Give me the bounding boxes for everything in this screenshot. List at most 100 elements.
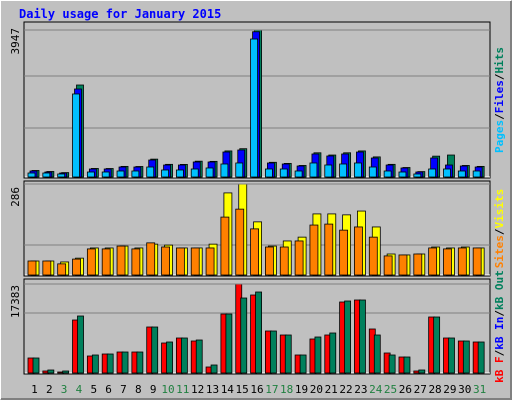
x-tick-label: 7 <box>120 383 127 396</box>
bar <box>225 313 233 374</box>
bar <box>101 171 110 178</box>
bar <box>388 354 396 374</box>
bar <box>205 247 215 276</box>
x-tick-label: 27 <box>414 383 427 396</box>
legend-entry: Hits <box>493 47 506 74</box>
bar <box>457 170 466 178</box>
bar <box>175 169 184 178</box>
legend-entry: Sites <box>493 235 506 268</box>
bar <box>116 170 125 178</box>
legend-entry: Pages <box>493 120 506 153</box>
bar <box>42 260 52 276</box>
legend-separator: / <box>493 310 506 317</box>
bar <box>359 299 366 374</box>
bar <box>403 356 411 374</box>
bar <box>131 170 140 178</box>
bar <box>418 369 426 374</box>
bar <box>299 354 307 374</box>
legend-separator: / <box>493 228 506 235</box>
legend-entry: Visits <box>493 189 506 229</box>
x-tick-label: 17 <box>265 383 278 396</box>
legend-separator: / <box>493 113 506 120</box>
legend-entry: kB Out <box>493 270 506 310</box>
bar <box>368 166 377 178</box>
legend-separator: / <box>493 73 506 80</box>
bar <box>462 340 470 374</box>
bar <box>42 172 51 178</box>
bar <box>175 247 185 276</box>
bar <box>86 248 96 276</box>
bar <box>27 172 36 178</box>
bar <box>413 253 423 276</box>
bar <box>47 369 55 374</box>
legend-separator: / <box>493 349 506 356</box>
bar <box>472 170 481 178</box>
chart-title: Daily usage for January 2015 <box>19 7 221 21</box>
bar <box>86 171 95 178</box>
x-tick-label: 29 <box>443 383 456 396</box>
bar <box>77 315 84 374</box>
bar <box>136 351 144 374</box>
bar <box>32 357 40 374</box>
bar <box>270 330 277 374</box>
x-tick-label: 13 <box>206 383 219 396</box>
bar <box>240 297 248 374</box>
x-tick-label: 11 <box>176 383 189 396</box>
bar <box>344 300 352 374</box>
bar <box>294 240 304 276</box>
bar <box>324 164 333 178</box>
bar <box>443 248 452 276</box>
bar <box>195 339 203 374</box>
bar <box>294 170 303 178</box>
x-tick-label: 15 <box>236 383 249 396</box>
bar <box>166 341 173 374</box>
bar <box>477 341 485 374</box>
x-tick-label: 6 <box>105 383 112 396</box>
bar <box>27 260 37 276</box>
x-tick-label: 3 <box>61 383 68 396</box>
bar <box>180 337 188 374</box>
y-tick-label: 3947 <box>9 28 22 55</box>
bar <box>190 168 199 178</box>
bar <box>161 246 170 276</box>
bar <box>161 169 169 178</box>
x-tick-label: 24 <box>369 383 383 396</box>
bar <box>62 370 70 374</box>
legend: Sites/Visits <box>493 189 506 269</box>
x-tick-label: 21 <box>325 383 338 396</box>
bar <box>383 255 393 276</box>
bar <box>235 162 244 178</box>
bar <box>210 364 218 374</box>
bar <box>265 168 273 178</box>
x-tick-label: 2 <box>46 383 53 396</box>
bar <box>235 208 245 276</box>
bar <box>329 332 337 374</box>
x-tick-label: 16 <box>250 383 263 396</box>
bar <box>121 351 129 374</box>
x-tick-label: 25 <box>384 383 397 396</box>
legend-entry: kB In <box>493 317 506 350</box>
legend: kB F/kB In/kB Out <box>493 270 506 383</box>
x-tick-label: 23 <box>354 383 367 396</box>
x-tick-label: 8 <box>135 383 142 396</box>
bar <box>255 291 262 374</box>
bar <box>220 216 230 276</box>
bar <box>106 353 114 374</box>
y-tick-label: 17383 <box>9 285 22 318</box>
bar <box>354 226 363 276</box>
x-tick-label: 18 <box>280 383 293 396</box>
bar <box>279 246 289 276</box>
x-tick-label: 9 <box>150 383 157 396</box>
bar <box>472 247 482 276</box>
bar <box>57 263 67 276</box>
bar <box>448 337 455 374</box>
bar <box>339 163 348 178</box>
bar <box>131 248 141 276</box>
x-tick-label: 10 <box>161 383 174 396</box>
bar <box>373 334 381 374</box>
bar <box>368 236 378 276</box>
legend-entry: Files <box>493 80 506 113</box>
bar <box>220 163 229 178</box>
